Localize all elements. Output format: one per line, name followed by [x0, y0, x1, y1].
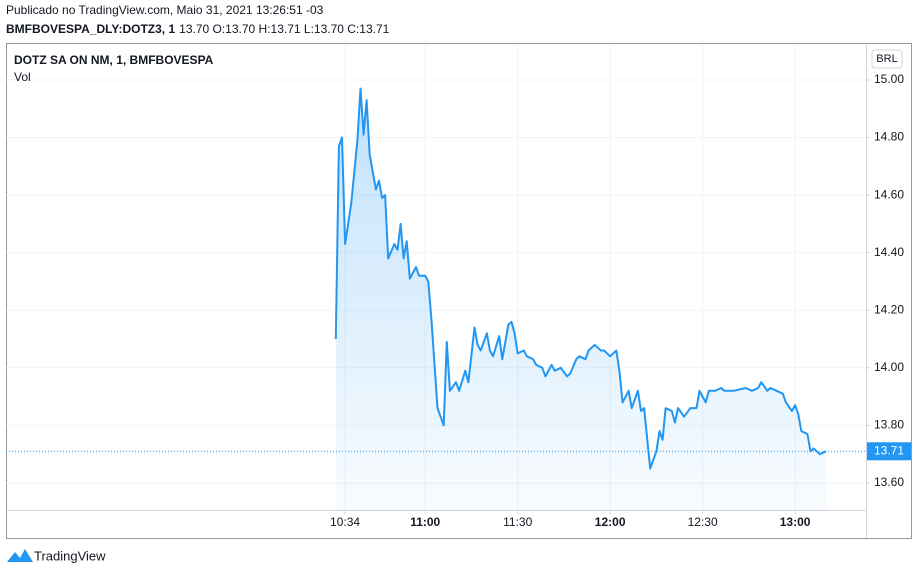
y-tick-label: 15.00 [874, 72, 904, 86]
logo-icon [7, 549, 33, 562]
currency: BRL [876, 53, 897, 65]
y-tick-label: 14.80 [874, 130, 904, 144]
area [335, 88, 826, 510]
x-tick-label: 10:34 [330, 515, 360, 529]
y-tick-label: 14.40 [874, 245, 904, 259]
footer-logo [7, 549, 33, 562]
symbol: BMFBOVESPA_DLY:DOTZ3, 1 [6, 22, 175, 36]
x-tick-label: 13:00 [780, 515, 811, 529]
x-tick-label: 12:30 [688, 515, 718, 529]
y-tick-label: 14.20 [874, 302, 904, 316]
last-price-box [867, 442, 911, 461]
published-note: Publicado no TradingView.com, Maio 31, 2… [6, 3, 324, 17]
ohlc: 13.70 O:13.70 H:13.71 L:13.70 C:13.71 [179, 22, 389, 36]
axes: 13.60 13.80 14.00 14.20 14.40 14.60 14.80 15.00… [330, 72, 911, 529]
chart-title: DOTZ SA ON NM, 1, BMFBOVESPA [14, 53, 214, 67]
currency-box[interactable] [871, 49, 903, 69]
ohlc-line: BMFBOVESPA_DLY:DOTZ3, 1 13.70 O:13.70 H:1… [6, 22, 390, 36]
footer-brand: TradingView [34, 548, 106, 563]
y-tick-label: 13.80 [874, 418, 904, 432]
y-tick-label: 14.60 [874, 187, 904, 201]
x-tick-label: 11:00 [410, 515, 440, 529]
y-tick-label: 13.60 [874, 475, 904, 489]
x-tick-label: 12:00 [595, 515, 626, 529]
last-price-label: 13.71 [874, 443, 904, 457]
chart-frame [6, 43, 912, 539]
plot [6, 87, 866, 510]
x-tick-label: 11:30 [503, 515, 532, 529]
price-line [334, 87, 827, 470]
chart-subtitle: Vol [14, 70, 31, 84]
y-tick-label: 14.00 [874, 360, 904, 374]
